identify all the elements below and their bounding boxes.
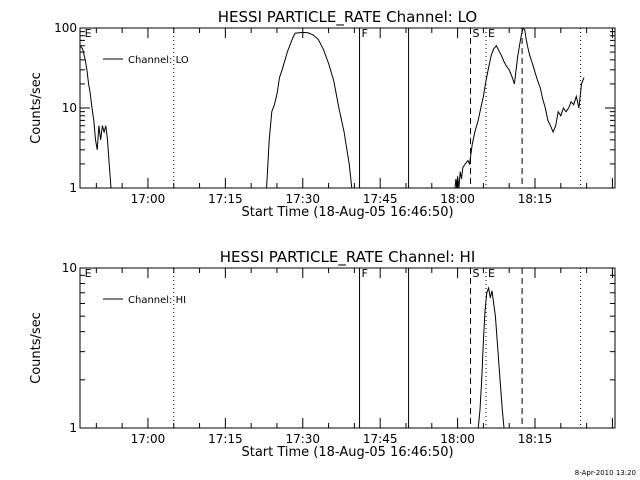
x-tick-label: 18:15 — [518, 432, 553, 446]
series-line — [266, 31, 353, 188]
chart-panel-lo: HESSI PARTICLE_RATE Channel: LO 17:00 17:1… — [29, 8, 616, 220]
series-line — [477, 286, 505, 428]
y-tick-label: 1 — [69, 181, 77, 195]
series-line — [80, 45, 112, 188]
y-tick-label: 1 — [69, 421, 77, 435]
event-marker-label: F — [362, 267, 368, 280]
legend-label: Channel: HI — [128, 295, 186, 306]
x-axis-label: Start Time (18-Aug-05 16:46:50) — [241, 205, 453, 220]
event-marker-label: E — [488, 27, 495, 40]
event-marker-label: E — [85, 267, 92, 280]
x-tick-label: 17:30 — [285, 432, 320, 446]
x-tick-label: 17:45 — [363, 192, 398, 206]
chart-title: HESSI PARTICLE_RATE Channel: LO — [218, 8, 477, 27]
event-marker-label: F — [362, 27, 368, 40]
chart-title: HESSI PARTICLE_RATE Channel: HI — [220, 248, 476, 267]
x-axis-label: Start Time (18-Aug-05 16:46:50) — [241, 445, 453, 460]
event-marker-label: E — [85, 27, 92, 40]
x-tick-label: 17:00 — [131, 432, 166, 446]
event-marker-label: S — [472, 267, 479, 280]
plot-frame — [79, 267, 616, 429]
plot-frame — [79, 27, 616, 189]
x-tick-label: 17:30 — [285, 192, 320, 206]
chart-panel-hi: HESSI PARTICLE_RATE Channel: HI 17:00 17:1… — [29, 248, 616, 460]
y-tick-label: 100 — [54, 21, 77, 35]
y-axis-label: Counts/sec — [29, 312, 44, 384]
x-tick-label: 18:15 — [518, 192, 553, 206]
x-tick-label: 17:45 — [363, 432, 398, 446]
y-tick-label: 10 — [62, 101, 77, 115]
x-tick-label: 17:15 — [208, 432, 243, 446]
x-tick-label: 17:15 — [208, 192, 243, 206]
x-tick-label: 17:00 — [131, 192, 166, 206]
legend-label: Channel: LO — [128, 55, 189, 66]
x-tick-label: 18:00 — [440, 432, 475, 446]
y-axis-label: Counts/sec — [29, 72, 44, 144]
event-marker-label: S — [472, 27, 479, 40]
y-tick-label: 10 — [62, 261, 77, 275]
timestamp-label: 8-Apr-2010 13:20 — [575, 469, 636, 477]
x-tick-label: 18:00 — [440, 192, 475, 206]
series-line — [454, 28, 585, 188]
event-marker-label: E — [488, 267, 495, 280]
